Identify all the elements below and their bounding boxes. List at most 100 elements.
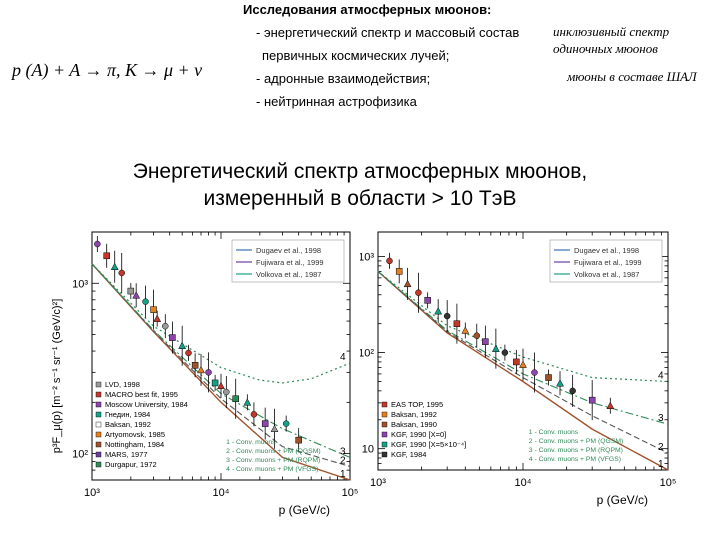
data-point <box>118 269 125 277</box>
x-tick-label: 10³ <box>84 487 100 499</box>
data-point <box>473 332 481 339</box>
legend-curve-label: 1 - Conv. muons <box>226 439 276 446</box>
y-axis-label: p³F_μ(p) [m⁻² s⁻¹ sr⁻¹ (GeV/c)²] <box>51 299 63 454</box>
data-point <box>197 365 205 374</box>
legend-models-box <box>231 239 345 283</box>
data-point <box>94 240 101 248</box>
x-tick-label: 10⁵ <box>660 477 677 489</box>
bullet-primary-rays: первичных космических лучей; <box>262 48 450 63</box>
curve-label-2: 2 <box>340 456 346 467</box>
legend-model-label: Volkova et al., 1987 <box>256 270 321 279</box>
legend-data-marker <box>381 421 388 428</box>
data-point <box>211 379 219 387</box>
y-tick-label: 10³ <box>72 278 88 290</box>
legend-data-label: MARS, 1977 <box>105 450 148 459</box>
legend-data-marker <box>381 401 388 408</box>
data-point <box>169 334 176 341</box>
legend-data-marker <box>95 441 102 448</box>
legend-data-marker <box>381 411 388 418</box>
x-tick-label: 10⁴ <box>213 487 230 499</box>
data-point <box>282 420 290 427</box>
bullet-energy-spectrum: - энергетический спектр и массовый соста… <box>256 25 520 40</box>
y-tick-label: 10³ <box>360 252 374 264</box>
x-tick-label: 10⁴ <box>515 477 532 489</box>
data-point <box>150 306 157 313</box>
main-title-line-1: Энергетический спектр атмосферных мюонов… <box>132 160 588 183</box>
legend-data-label: KGF, 1990 [X=5×10⁻⁴] <box>391 440 466 449</box>
data-point <box>223 388 230 396</box>
legend-data-label: Durgapur, 1972 <box>105 460 157 469</box>
data-point <box>531 369 538 376</box>
x-tick-label: 10⁵ <box>342 487 359 499</box>
legend-data-marker <box>95 461 102 468</box>
legend-data-marker <box>381 441 388 448</box>
data-point <box>295 436 302 444</box>
data-point <box>110 262 119 271</box>
data-point <box>127 287 135 295</box>
legend-data-label: Artyomovsk, 1985 <box>105 430 165 439</box>
data-point <box>482 338 489 345</box>
x-axis-label: p (GeV/c) <box>279 503 330 517</box>
legend-curve-label: 1 - Conv. muons <box>529 429 579 436</box>
data-point <box>424 297 431 304</box>
chart-left: 10³ 10⁴ 10⁵ 10³ 10² p (GeV/c) p³F_μ(p) [m⁻² s⁻… <box>51 231 359 517</box>
data-point <box>142 298 149 305</box>
legend-data-label: MACRO best fit, 1995 <box>105 390 178 399</box>
data-point <box>569 387 576 395</box>
legend-data-label: Moscow University, 1984 <box>105 400 188 409</box>
legend-model-label: Fujiwara et al., 1999 <box>256 258 324 267</box>
data-point <box>217 381 225 390</box>
curve-label-4: 4 <box>658 371 664 382</box>
data-point <box>205 369 212 376</box>
curve-1 <box>377 270 669 471</box>
legend-curve-label: 2 - Conv. muons + PM (QGSM) <box>226 448 321 455</box>
data-point <box>250 411 258 418</box>
legend-data-marker <box>95 381 102 388</box>
legend-data-label: KGF, 1990 [X=0] <box>391 430 446 439</box>
data-point <box>270 424 279 432</box>
curve-label-1: 1 <box>658 459 664 470</box>
legend-data-marker <box>95 431 102 438</box>
data-point <box>261 420 269 427</box>
data-point <box>453 320 461 327</box>
data-point <box>243 398 252 406</box>
legend-curve-label: 2 - Conv. muons + PM (QGSM) <box>529 438 624 445</box>
legend-data-label: Baksan, 1992 <box>391 410 437 419</box>
legend-data-marker <box>381 451 388 458</box>
y-tick-label: 10² <box>72 449 88 461</box>
legend-data-label: Baksan, 1990 <box>391 420 437 429</box>
curve-label-3: 3 <box>658 413 664 424</box>
data-point <box>606 401 615 409</box>
x-tick-label: 10³ <box>370 477 386 489</box>
curve-2 <box>91 263 351 468</box>
data-point <box>415 289 422 296</box>
legend-data-marker <box>95 451 102 458</box>
header-title: Исследования атмосферных мюонов: <box>243 2 492 17</box>
bullet-neutrino-astrophysics: - нейтринная астрофизика <box>256 94 417 109</box>
curve-label-2: 2 <box>658 442 664 453</box>
x-axis-label: p (GeV/c) <box>597 493 648 507</box>
data-point <box>178 341 187 349</box>
legend-model-label: Dugaev et al., 1998 <box>574 246 639 255</box>
y-tick-label: 10 <box>362 444 374 456</box>
data-point <box>232 395 239 402</box>
legend-data-label: EAS TOP, 1995 <box>391 400 443 409</box>
curve-label-3: 3 <box>340 446 346 457</box>
data-point <box>545 374 552 381</box>
data-point <box>491 344 500 352</box>
legend-models-box <box>549 239 663 283</box>
legend-data-marker <box>95 411 102 418</box>
legend-data-label: KGF, 1984 <box>391 450 426 459</box>
data-point <box>103 252 110 260</box>
legend-data-marker <box>381 431 388 438</box>
data-point <box>403 279 412 288</box>
main-title-line-2: измеренный в области > 10 ТэВ <box>203 187 517 210</box>
legend-data-label: Гнедин, 1984 <box>105 410 150 419</box>
data-point <box>443 312 451 320</box>
y-tick-label: 10² <box>360 348 374 360</box>
legend-curve-label: 3 - Conv. muons + PM (RQPM) <box>226 457 320 464</box>
legend-curve-label: 4 - Conv. muons + PM (VFGS) <box>226 466 318 473</box>
data-point <box>556 379 564 387</box>
data-point <box>132 291 141 299</box>
